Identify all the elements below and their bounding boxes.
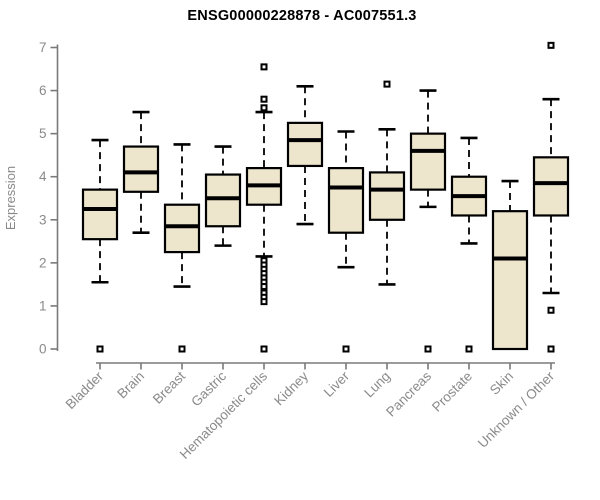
y-tick-label: 6 bbox=[39, 83, 47, 98]
y-tick-label: 7 bbox=[39, 40, 47, 55]
outlier-point bbox=[260, 63, 268, 71]
outlier-point bbox=[178, 345, 186, 353]
box-prostate bbox=[450, 136, 488, 353]
iqr-box bbox=[532, 156, 570, 217]
box-hematopoietic-cells bbox=[245, 63, 283, 353]
x-tick-label-gastric: Gastric bbox=[188, 368, 229, 409]
box-unknown-other bbox=[532, 41, 570, 353]
y-tick-label: 5 bbox=[39, 126, 47, 141]
iqr-box bbox=[286, 121, 324, 168]
outlier-point bbox=[260, 345, 268, 353]
outlier-point bbox=[260, 283, 268, 291]
box-bladder bbox=[81, 138, 119, 353]
outlier-point bbox=[260, 104, 268, 112]
x-tick-label-liver: Liver bbox=[321, 368, 353, 400]
outlier-point bbox=[547, 345, 555, 353]
box-liver bbox=[327, 130, 365, 353]
outlier-point bbox=[465, 345, 473, 353]
iqr-box bbox=[122, 145, 160, 193]
outlier-point bbox=[260, 298, 268, 306]
x-tick-label-bladder: Bladder bbox=[63, 368, 107, 412]
outlier-point bbox=[342, 345, 350, 353]
box-gastric bbox=[204, 145, 242, 247]
outlier-point bbox=[260, 95, 268, 103]
outlier-point bbox=[96, 345, 104, 353]
iqr-box bbox=[81, 188, 119, 241]
iqr-box bbox=[327, 167, 365, 234]
x-tick-label-breast: Breast bbox=[150, 368, 188, 406]
iqr-box bbox=[163, 203, 201, 254]
box-breast bbox=[163, 143, 201, 353]
x-tick-label-pancreas: Pancreas bbox=[383, 368, 434, 419]
y-tick-label: 0 bbox=[39, 342, 47, 357]
box-brain bbox=[122, 110, 160, 235]
y-axis-title: Expression bbox=[3, 166, 18, 230]
x-tick-label-skin: Skin bbox=[487, 369, 516, 398]
y-axis: 0 1 2 3 4 5 6 7 Expression bbox=[3, 40, 59, 357]
x-tick-label-lung: Lung bbox=[361, 369, 393, 401]
iqr-box bbox=[368, 171, 406, 221]
box-lung bbox=[368, 80, 406, 286]
box-kidney bbox=[286, 84, 324, 226]
x-tick-label-prostate: Prostate bbox=[429, 369, 475, 415]
chart-title: ENSG00000228878 - AC007551.3 bbox=[187, 8, 417, 24]
outlier-point bbox=[547, 41, 555, 49]
y-tick-label: 1 bbox=[39, 298, 47, 313]
y-tick-label: 3 bbox=[39, 212, 47, 227]
outlier-point bbox=[547, 306, 555, 314]
box-pancreas bbox=[409, 89, 447, 353]
iqr-box bbox=[409, 132, 447, 191]
box-skin bbox=[491, 179, 529, 351]
outlier-point bbox=[424, 345, 432, 353]
y-tick-label: 2 bbox=[39, 255, 47, 270]
x-tick-label-brain: Brain bbox=[114, 369, 147, 402]
outlier-point bbox=[383, 80, 391, 88]
x-tick-label-kidney: Kidney bbox=[271, 368, 311, 408]
iqr-box bbox=[204, 173, 242, 228]
iqr-box bbox=[491, 210, 529, 351]
y-tick-label: 4 bbox=[39, 169, 47, 184]
x-tick-label-unknown-other: Unknown / Other bbox=[475, 368, 558, 451]
